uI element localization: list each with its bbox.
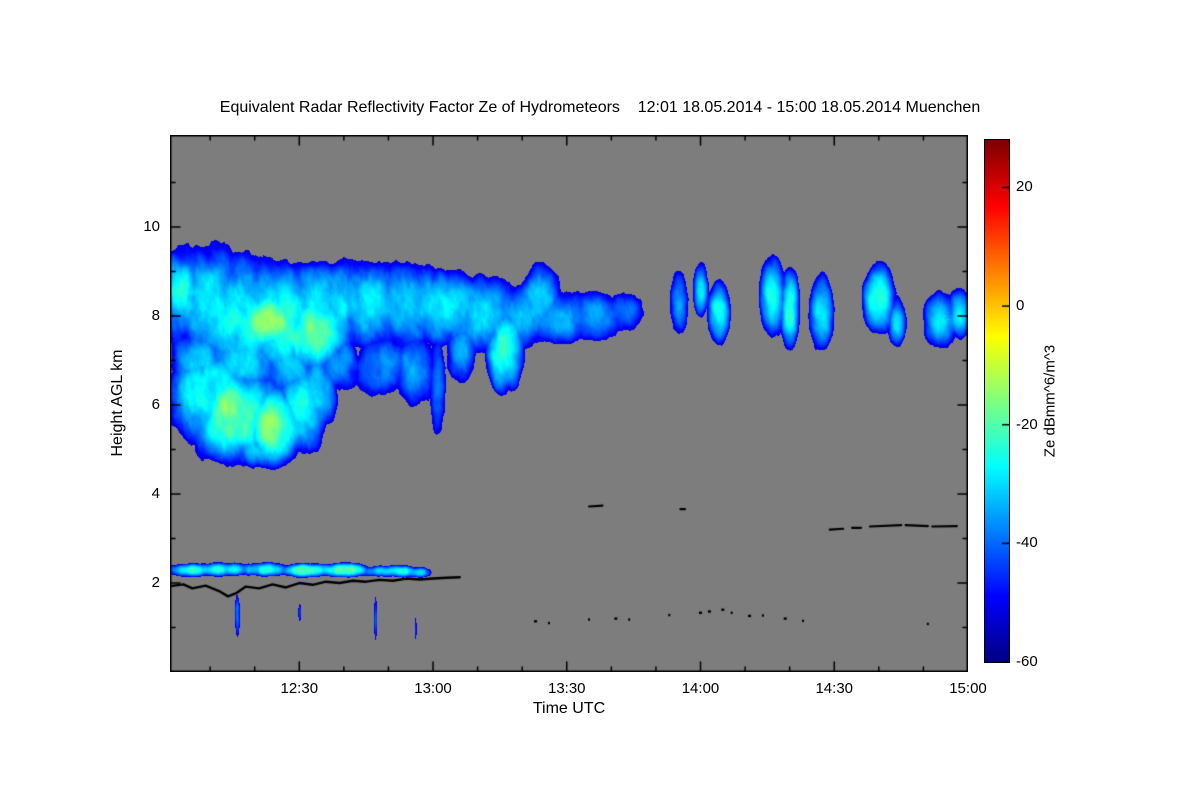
x-tick-label: 13:00: [414, 680, 452, 697]
x-tick-label: 14:00: [681, 680, 720, 697]
x-tick-label: 12:30: [280, 680, 319, 697]
colorbar-tick-label: 20: [1016, 178, 1033, 196]
x-tick-label: 15:00: [949, 680, 987, 697]
colorbar-tick-label: -60: [1016, 653, 1038, 670]
colorbar-tick-label: -40: [1016, 534, 1038, 552]
colorbar-tick-label: 0: [1016, 297, 1025, 315]
x-axis-label: Time UTC: [532, 700, 606, 717]
y-tick-label: 10: [143, 218, 160, 236]
y-tick-label: 4: [151, 485, 160, 503]
chart-title: Equivalent Radar Reflectivity Factor Ze …: [219, 99, 981, 116]
colorbar-canvas: [985, 140, 1009, 662]
y-tick-label: 2: [151, 574, 160, 592]
x-tick-label: 14:30: [815, 680, 854, 697]
heatmap-canvas: [170, 135, 968, 672]
colorbar: [984, 139, 1010, 663]
colorbar-tick-label: -20: [1016, 415, 1038, 433]
y-tick-label: 8: [151, 307, 160, 325]
colorbar-label: Ze dBmm^6/m^3: [1041, 344, 1059, 458]
y-tick-label: 6: [151, 396, 160, 414]
x-tick-label: 13:30: [547, 680, 586, 697]
plot-area: [170, 135, 968, 672]
